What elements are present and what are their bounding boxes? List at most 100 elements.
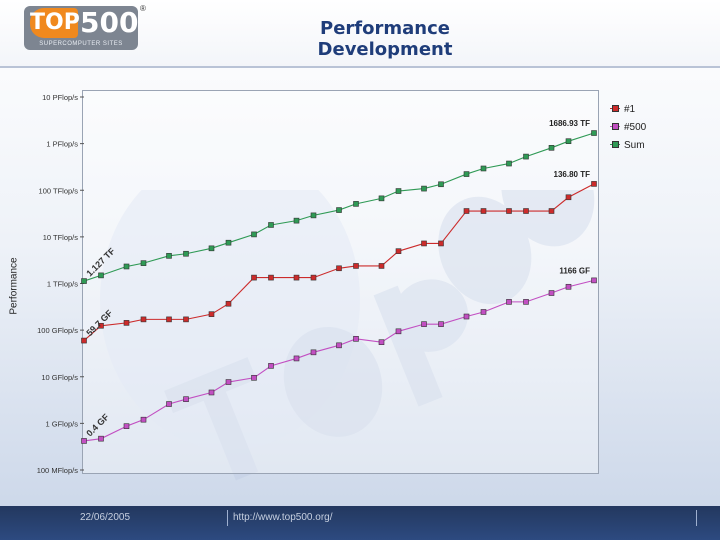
series-point-last-8 — [251, 374, 257, 381]
series-point-first-24 — [591, 181, 597, 187]
logo-top-text: TOP — [30, 8, 80, 38]
legend-label-first: #1 — [624, 104, 636, 115]
logo-500-text: 500 — [80, 6, 139, 39]
series-point-sum-9 — [268, 222, 274, 228]
series-point-first-6 — [208, 311, 215, 317]
annotation-2: 1166 GF — [559, 266, 590, 275]
legend-marker-last — [612, 123, 619, 130]
series-point-last-0 — [81, 438, 87, 444]
series-point-last-9 — [268, 363, 274, 369]
header-bar: TOP 500 SUPERCOMPUTER SITES ® Performanc… — [0, 0, 720, 68]
y-tick-label-5: 100 GFlop/s — [37, 326, 78, 335]
top500-logo[interactable]: TOP 500 SUPERCOMPUTER SITES ® — [24, 4, 146, 50]
series-point-first-14 — [378, 263, 385, 269]
series-point-sum-16 — [421, 185, 427, 192]
series-point-last-10 — [293, 355, 300, 362]
y-tick-label-3: 10 TFlop/s — [43, 233, 79, 242]
series-point-first-0 — [81, 337, 87, 344]
series-point-last-21 — [523, 299, 529, 305]
series-point-sum-20 — [506, 160, 512, 167]
series-point-first-17 — [438, 240, 444, 247]
series-point-last-16 — [421, 321, 427, 327]
series-point-last-5 — [183, 396, 189, 402]
series-point-last-18 — [463, 313, 470, 320]
y-tick-label-1: 1 PFlop/s — [46, 140, 78, 149]
series-point-first-4 — [166, 316, 172, 323]
chart-legend: #1 #500 Sum — [610, 104, 710, 158]
y-tick-label-4: 1 TFlop/s — [47, 280, 78, 289]
series-point-first-19 — [480, 208, 487, 214]
series-point-first-8 — [251, 274, 257, 281]
series-line-last — [83, 279, 595, 442]
series-point-sum-4 — [166, 253, 172, 259]
series-point-first-22 — [548, 208, 555, 214]
series-point-sum-5 — [183, 250, 189, 257]
series-point-last-20 — [506, 299, 512, 305]
series-point-sum-14 — [378, 195, 385, 202]
annotation-5: 0.4 GF — [84, 411, 111, 438]
series-point-last-17 — [438, 321, 444, 327]
footer-bar: 22/06/2005 http://www.top500.org/ — [0, 506, 720, 540]
registered-mark: ® — [140, 4, 146, 13]
series-point-sum-17 — [438, 181, 444, 188]
annotation-0: 1686.93 TF — [549, 119, 590, 128]
series-point-sum-12 — [336, 207, 342, 213]
plot-area — [82, 90, 599, 474]
legend-marker-sum — [612, 141, 619, 148]
series-point-first-3 — [140, 316, 147, 323]
footer-url-link[interactable]: http://www.top500.org/ — [233, 512, 333, 523]
series-point-sum-0 — [81, 278, 87, 284]
y-tick-label-6: 10 GFlop/s — [41, 373, 78, 382]
series-point-sum-21 — [523, 153, 529, 160]
series-point-first-15 — [395, 248, 402, 254]
series-point-last-7 — [225, 379, 232, 385]
legend-item-last: #500 — [610, 122, 710, 140]
logo-subtitle: SUPERCOMPUTER SITES — [39, 41, 123, 47]
series-point-first-21 — [523, 208, 529, 214]
legend-label-sum: Sum — [624, 140, 645, 151]
series-point-last-2 — [123, 423, 130, 429]
y-axis-label: Performance — [8, 257, 20, 315]
series-point-first-16 — [421, 240, 427, 247]
page-title: Performance Development — [317, 18, 453, 60]
series-point-first-10 — [293, 274, 300, 281]
series-point-sum-1 — [98, 272, 104, 279]
series-point-last-1 — [98, 435, 104, 442]
footer-divider — [227, 510, 228, 526]
legend-item-sum: Sum — [610, 140, 710, 158]
series-point-last-6 — [208, 389, 215, 396]
annotation-1: 136.80 TF — [554, 170, 591, 179]
series-point-first-18 — [463, 208, 470, 214]
series-point-last-23 — [565, 283, 572, 290]
series-point-last-13 — [353, 336, 359, 342]
series-point-sum-23 — [565, 138, 572, 145]
series-point-first-2 — [123, 320, 130, 326]
series-point-first-12 — [336, 265, 342, 272]
footer-divider-right — [696, 510, 697, 526]
series-point-sum-15 — [395, 188, 402, 194]
legend-marker-first — [612, 105, 619, 112]
series-point-sum-18 — [463, 171, 470, 177]
series-point-last-24 — [591, 277, 597, 284]
series-point-sum-3 — [140, 260, 147, 266]
legend-label-last: #500 — [624, 122, 647, 133]
series-point-first-7 — [225, 300, 232, 307]
series-point-sum-6 — [208, 245, 215, 252]
y-tick-label-8: 100 MFlop/s — [37, 466, 79, 475]
series-point-sum-11 — [310, 212, 317, 219]
series-point-first-23 — [565, 194, 572, 201]
legend-item-first: #1 — [610, 104, 710, 122]
series-point-sum-2 — [123, 263, 130, 270]
series-point-first-13 — [353, 263, 359, 269]
series-point-first-20 — [506, 208, 512, 214]
series-point-last-4 — [166, 401, 172, 407]
series-point-first-5 — [183, 316, 189, 323]
y-tick-label-0: 10 PFlop/s — [42, 93, 78, 102]
series-point-sum-24 — [591, 130, 597, 136]
series-point-last-15 — [395, 328, 402, 335]
series-point-first-11 — [310, 274, 317, 281]
series-point-first-9 — [268, 274, 274, 281]
footer-date: 22/06/2005 — [80, 512, 131, 523]
series-point-sum-13 — [353, 201, 359, 207]
